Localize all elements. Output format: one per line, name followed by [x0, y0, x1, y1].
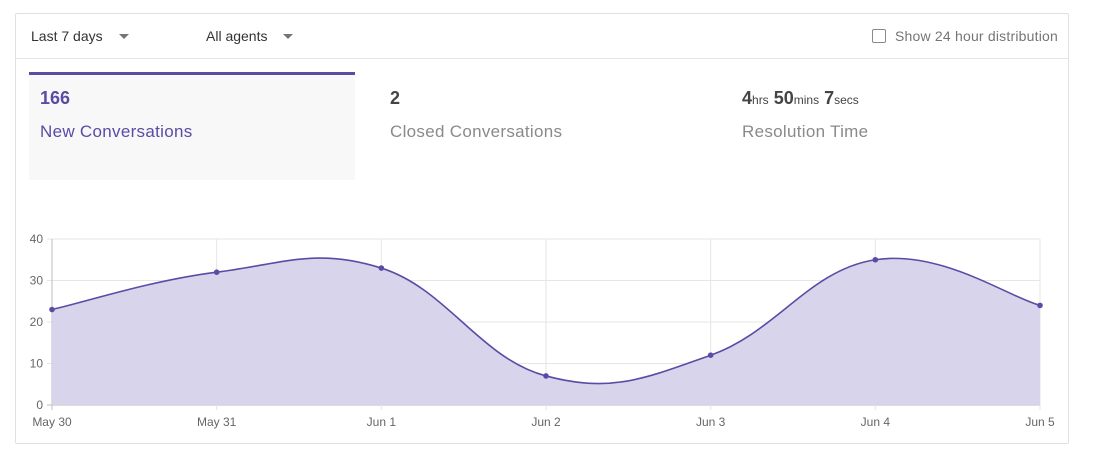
y-tick-label: 20	[30, 315, 44, 329]
data-point	[543, 373, 549, 379]
chevron-down-icon	[283, 33, 294, 39]
x-tick-label: Jun 2	[531, 415, 561, 429]
resolution-time-value: 4hrs 50mins 7secs	[742, 88, 859, 109]
y-tick-label: 40	[30, 232, 44, 246]
tab-new-conversations[interactable]: 166 New Conversations	[29, 72, 355, 180]
closed-conversations-label: Closed Conversations	[390, 122, 563, 141]
new-conversations-label: New Conversations	[40, 122, 193, 141]
x-tick-label: Jun 5	[1025, 415, 1055, 429]
x-tick-label: Jun 3	[696, 415, 726, 429]
x-tick-label: May 31	[197, 415, 237, 429]
agent-filter-dropdown[interactable]: All agents	[206, 14, 294, 58]
distribution-toggle[interactable]: Show 24 hour distribution	[872, 14, 1058, 58]
data-point	[1037, 302, 1043, 309]
x-tick-label: Jun 4	[861, 415, 891, 429]
resolution-hours: 4	[742, 88, 753, 108]
distribution-checkbox[interactable]	[872, 29, 886, 43]
y-tick-label: 30	[30, 274, 44, 288]
y-tick-label: 10	[30, 357, 44, 371]
distribution-label: Show 24 hour distribution	[895, 28, 1058, 44]
report-toolbar: Last 7 days All agents Show 24 hour dist…	[16, 14, 1068, 59]
data-point	[707, 352, 714, 359]
closed-conversations-value: 2	[390, 88, 401, 108]
x-tick-label: May 30	[32, 415, 72, 429]
stat-tabs: 166 New Conversations 2 Closed Conversat…	[16, 72, 1068, 180]
chevron-down-icon	[118, 33, 129, 39]
new-conversations-value: 166	[40, 88, 71, 108]
resolution-seconds-unit: secs	[834, 93, 859, 107]
data-point	[378, 265, 385, 271]
resolution-minutes: 50	[773, 88, 794, 108]
x-tick-label: Jun 1	[367, 415, 397, 429]
y-tick-label: 0	[36, 398, 43, 412]
tab-closed-conversations[interactable]: 2 Closed Conversations	[379, 72, 705, 180]
data-point	[49, 306, 55, 313]
tab-resolution-time[interactable]: 4hrs 50mins 7secs Resolution Time	[731, 72, 1057, 180]
agent-filter-label: All agents	[206, 28, 268, 44]
date-range-dropdown[interactable]: Last 7 days	[31, 14, 129, 58]
resolution-hours-unit: hrs	[752, 93, 769, 107]
resolution-minutes-unit: mins	[793, 93, 820, 107]
data-point	[213, 269, 220, 276]
data-point	[872, 256, 879, 263]
resolution-seconds: 7	[824, 88, 835, 108]
date-range-label: Last 7 days	[31, 28, 103, 44]
resolution-time-label: Resolution Time	[742, 122, 869, 141]
series-area	[52, 258, 1040, 405]
